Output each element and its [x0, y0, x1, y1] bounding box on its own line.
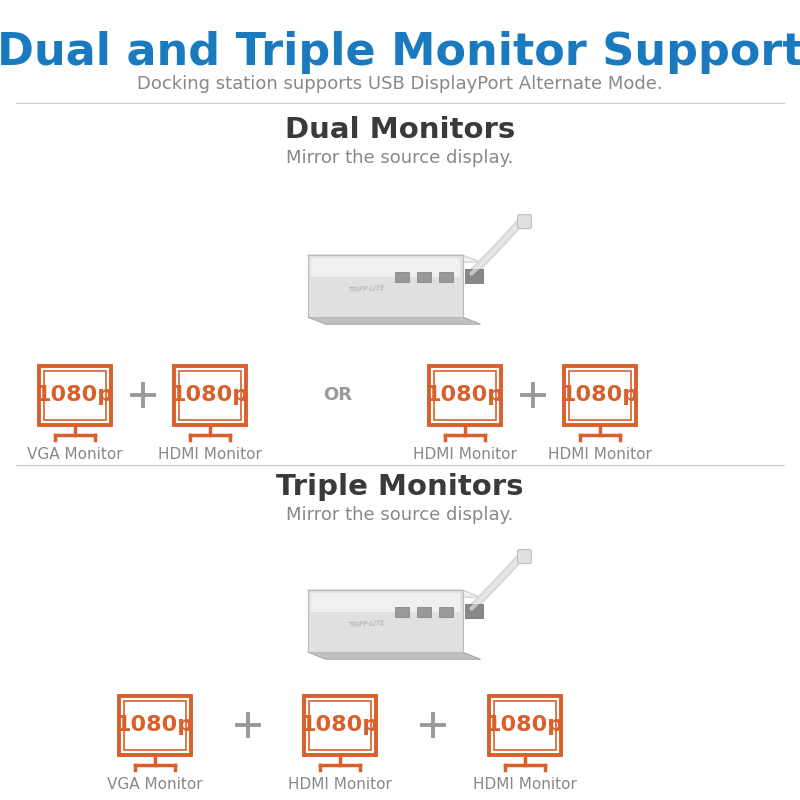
FancyBboxPatch shape [44, 370, 106, 419]
FancyBboxPatch shape [395, 272, 409, 282]
Polygon shape [307, 255, 481, 262]
FancyBboxPatch shape [179, 370, 241, 419]
Text: 1080p: 1080p [486, 715, 564, 735]
FancyBboxPatch shape [429, 366, 501, 425]
FancyBboxPatch shape [569, 370, 631, 419]
Polygon shape [310, 258, 459, 277]
Text: 1080p: 1080p [116, 715, 194, 735]
Text: Docking station supports USB DisplayPort Alternate Mode.: Docking station supports USB DisplayPort… [137, 75, 663, 93]
Text: TRIPP·LITE: TRIPP·LITE [349, 285, 386, 293]
Polygon shape [307, 590, 481, 597]
Text: HDMI Monitor: HDMI Monitor [548, 446, 652, 462]
Polygon shape [310, 593, 459, 612]
FancyBboxPatch shape [489, 695, 561, 754]
Text: Mirror the source display.: Mirror the source display. [286, 149, 514, 167]
Text: Triple Monitors: Triple Monitors [276, 473, 524, 501]
FancyBboxPatch shape [174, 366, 246, 425]
Polygon shape [307, 317, 481, 324]
FancyBboxPatch shape [518, 550, 531, 563]
FancyBboxPatch shape [564, 366, 636, 425]
Polygon shape [307, 652, 481, 659]
FancyBboxPatch shape [465, 604, 483, 618]
FancyBboxPatch shape [494, 701, 556, 750]
FancyBboxPatch shape [434, 370, 496, 419]
FancyBboxPatch shape [119, 695, 191, 754]
Text: TRIPP·LITE: TRIPP·LITE [349, 620, 386, 628]
FancyBboxPatch shape [309, 701, 371, 750]
Text: HDMI Monitor: HDMI Monitor [473, 777, 577, 791]
FancyBboxPatch shape [304, 695, 376, 754]
Text: HDMI Monitor: HDMI Monitor [288, 777, 392, 791]
FancyBboxPatch shape [39, 366, 111, 425]
Text: Dual Monitors: Dual Monitors [285, 116, 515, 144]
Text: VGA Monitor: VGA Monitor [107, 777, 203, 791]
Text: 1080p: 1080p [426, 385, 504, 405]
Text: Dual and Triple Monitor Support: Dual and Triple Monitor Support [0, 30, 800, 74]
Text: 1080p: 1080p [561, 385, 639, 405]
Polygon shape [307, 590, 462, 652]
Polygon shape [307, 255, 462, 317]
Text: 1080p: 1080p [171, 385, 249, 405]
FancyBboxPatch shape [417, 272, 431, 282]
FancyBboxPatch shape [439, 272, 453, 282]
Text: VGA Monitor: VGA Monitor [27, 446, 123, 462]
Text: Mirror the source display.: Mirror the source display. [286, 506, 514, 524]
Text: 1080p: 1080p [36, 385, 114, 405]
FancyBboxPatch shape [395, 607, 409, 618]
Text: OR: OR [323, 386, 353, 404]
FancyBboxPatch shape [518, 214, 531, 229]
Text: HDMI Monitor: HDMI Monitor [413, 446, 517, 462]
FancyBboxPatch shape [124, 701, 186, 750]
FancyBboxPatch shape [465, 269, 483, 282]
Text: HDMI Monitor: HDMI Monitor [158, 446, 262, 462]
Text: 1080p: 1080p [301, 715, 379, 735]
FancyBboxPatch shape [417, 607, 431, 618]
FancyBboxPatch shape [439, 607, 453, 618]
